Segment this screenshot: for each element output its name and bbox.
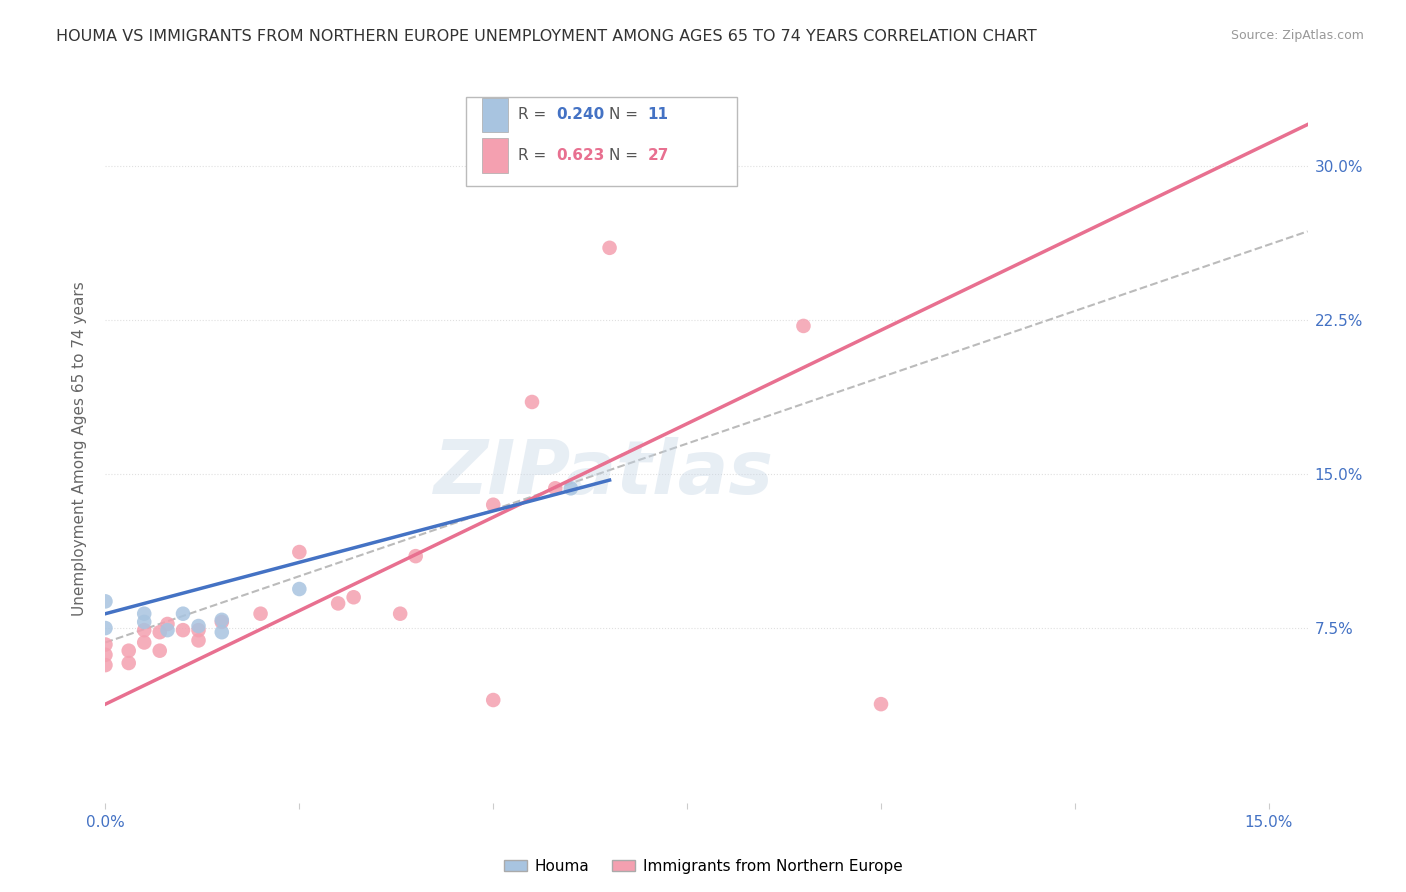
Text: Source: ZipAtlas.com: Source: ZipAtlas.com (1230, 29, 1364, 42)
Text: 0.623: 0.623 (557, 148, 605, 163)
Point (149, 625, 172, 640)
Point (599, 241, 621, 255)
Point (187, 633, 209, 648)
FancyBboxPatch shape (482, 98, 508, 132)
Point (94, 621, 117, 635)
Point (134, 615, 156, 629)
Point (405, 549, 427, 563)
Y-axis label: Unemployment Among Ages 65 to 74 years: Unemployment Among Ages 65 to 74 years (72, 281, 87, 615)
Point (482, 498, 505, 512)
Point (520, 395, 543, 409)
Text: R =: R = (517, 107, 551, 122)
Text: ZIPatlas: ZIPatlas (434, 436, 775, 509)
Point (211, 615, 233, 629)
Point (792, 318, 814, 333)
Point (172, 607, 194, 621)
Text: N =: N = (609, 107, 643, 122)
Point (288, 582, 311, 596)
Point (560, 481, 582, 495)
Point (187, 619, 209, 633)
Text: 11: 11 (648, 107, 669, 122)
Point (134, 607, 156, 621)
Point (156, 623, 179, 637)
Point (544, 481, 567, 495)
Point (343, 591, 366, 605)
Point (211, 613, 233, 627)
Point (94, 594, 117, 608)
Point (482, 693, 505, 707)
Point (326, 596, 349, 610)
Point (156, 617, 179, 632)
Point (249, 607, 271, 621)
Point (187, 623, 209, 637)
Point (134, 623, 156, 637)
Point (288, 545, 311, 559)
Point (94, 638, 117, 652)
Point (94, 648, 117, 662)
Point (149, 643, 172, 657)
Point (389, 607, 412, 621)
Point (211, 625, 233, 640)
Text: 27: 27 (648, 148, 669, 163)
Text: 0.240: 0.240 (557, 107, 605, 122)
Text: N =: N = (609, 148, 643, 163)
Point (870, 697, 893, 711)
FancyBboxPatch shape (465, 97, 737, 186)
Point (134, 635, 156, 649)
Point (118, 656, 141, 670)
Text: HOUMA VS IMMIGRANTS FROM NORTHERN EUROPE UNEMPLOYMENT AMONG AGES 65 TO 74 YEARS : HOUMA VS IMMIGRANTS FROM NORTHERN EUROPE… (56, 29, 1038, 44)
FancyBboxPatch shape (482, 138, 508, 172)
Legend: Houma, Immigrants from Northern Europe: Houma, Immigrants from Northern Europe (498, 853, 908, 880)
Text: R =: R = (517, 148, 551, 163)
Point (172, 623, 194, 637)
Point (94, 658, 117, 673)
Point (118, 643, 141, 657)
